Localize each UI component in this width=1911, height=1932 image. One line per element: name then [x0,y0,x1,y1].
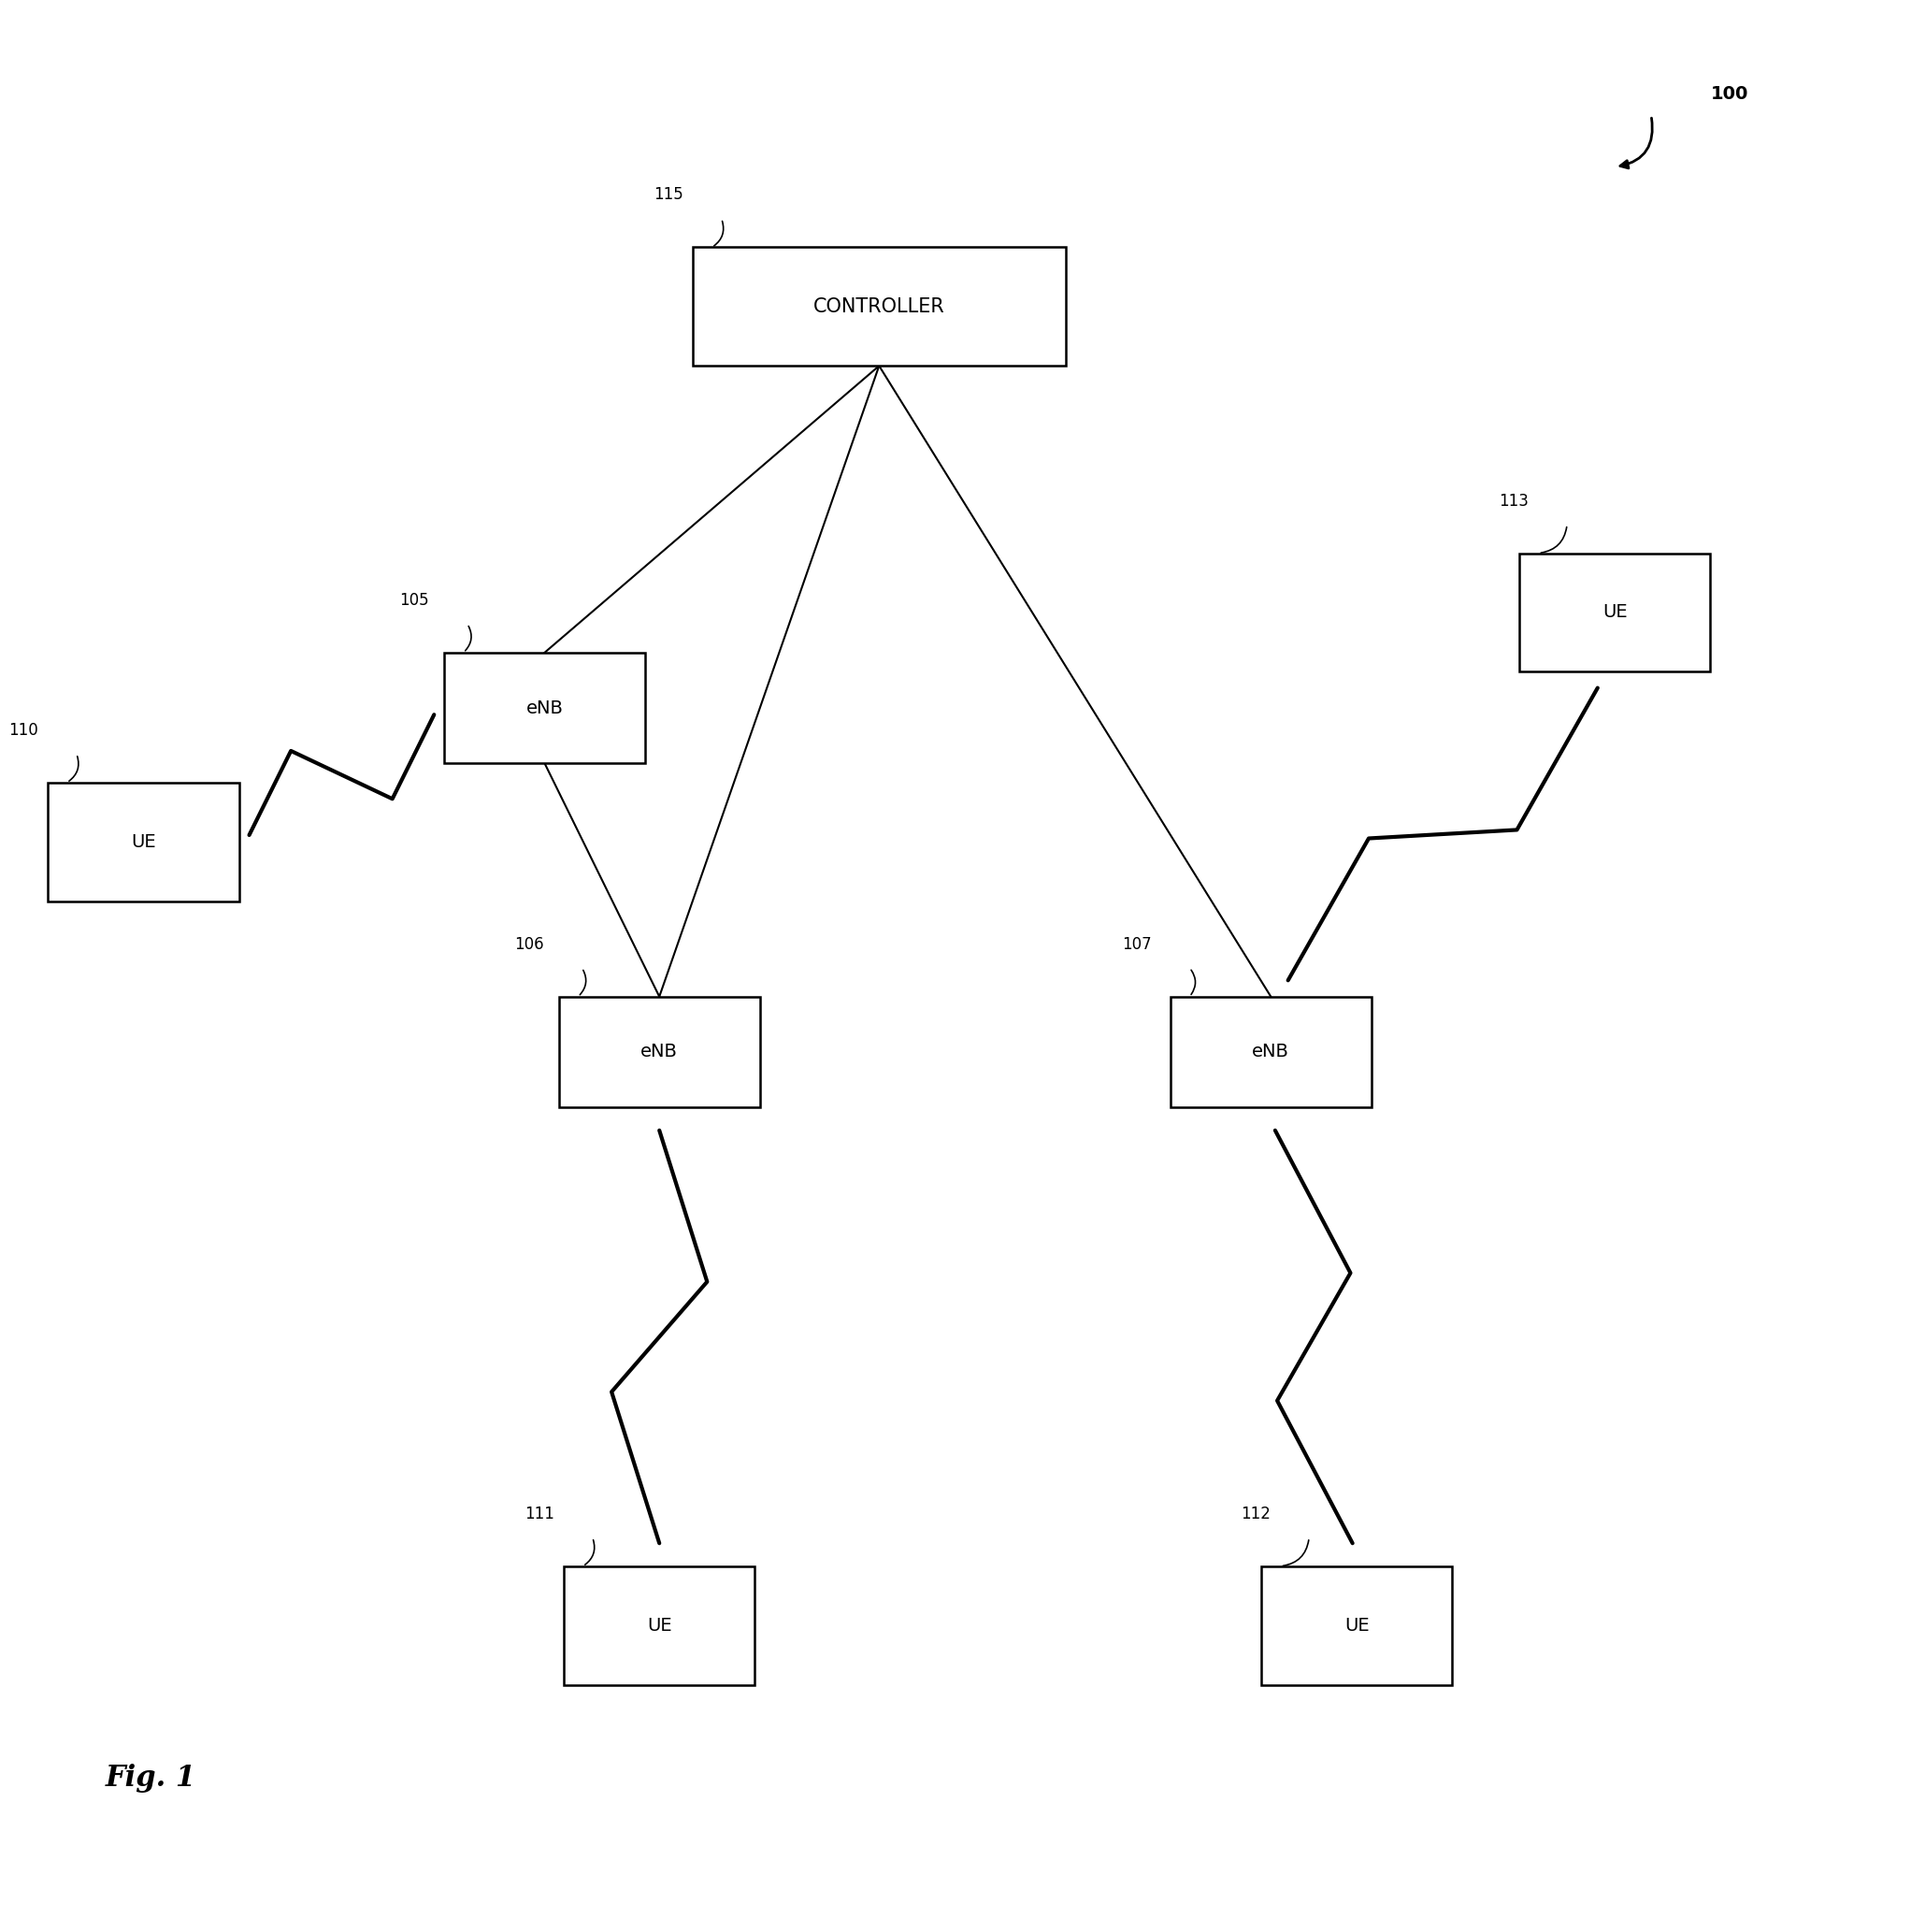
FancyBboxPatch shape [694,247,1066,365]
Text: UE: UE [132,833,157,850]
Text: eNB: eNB [1252,1043,1290,1061]
Text: UE: UE [1343,1617,1370,1634]
Text: CONTROLLER: CONTROLLER [814,298,944,317]
Text: 115: 115 [654,187,684,203]
FancyBboxPatch shape [1261,1567,1452,1685]
Text: 106: 106 [514,935,545,952]
Text: 107: 107 [1122,935,1152,952]
FancyBboxPatch shape [445,653,646,763]
Text: eNB: eNB [526,699,564,717]
Text: 112: 112 [1240,1505,1271,1522]
FancyBboxPatch shape [1519,553,1710,672]
Text: 100: 100 [1710,85,1749,102]
Text: UE: UE [1601,603,1628,622]
FancyBboxPatch shape [564,1567,755,1685]
FancyBboxPatch shape [1171,997,1372,1107]
FancyBboxPatch shape [48,782,239,900]
Text: 113: 113 [1498,493,1529,510]
Text: 111: 111 [524,1505,554,1522]
Text: eNB: eNB [640,1043,678,1061]
Text: UE: UE [648,1617,673,1634]
Text: 105: 105 [399,591,430,609]
Text: Fig. 1: Fig. 1 [105,1764,197,1793]
FancyBboxPatch shape [560,997,761,1107]
Text: 110: 110 [8,723,38,738]
